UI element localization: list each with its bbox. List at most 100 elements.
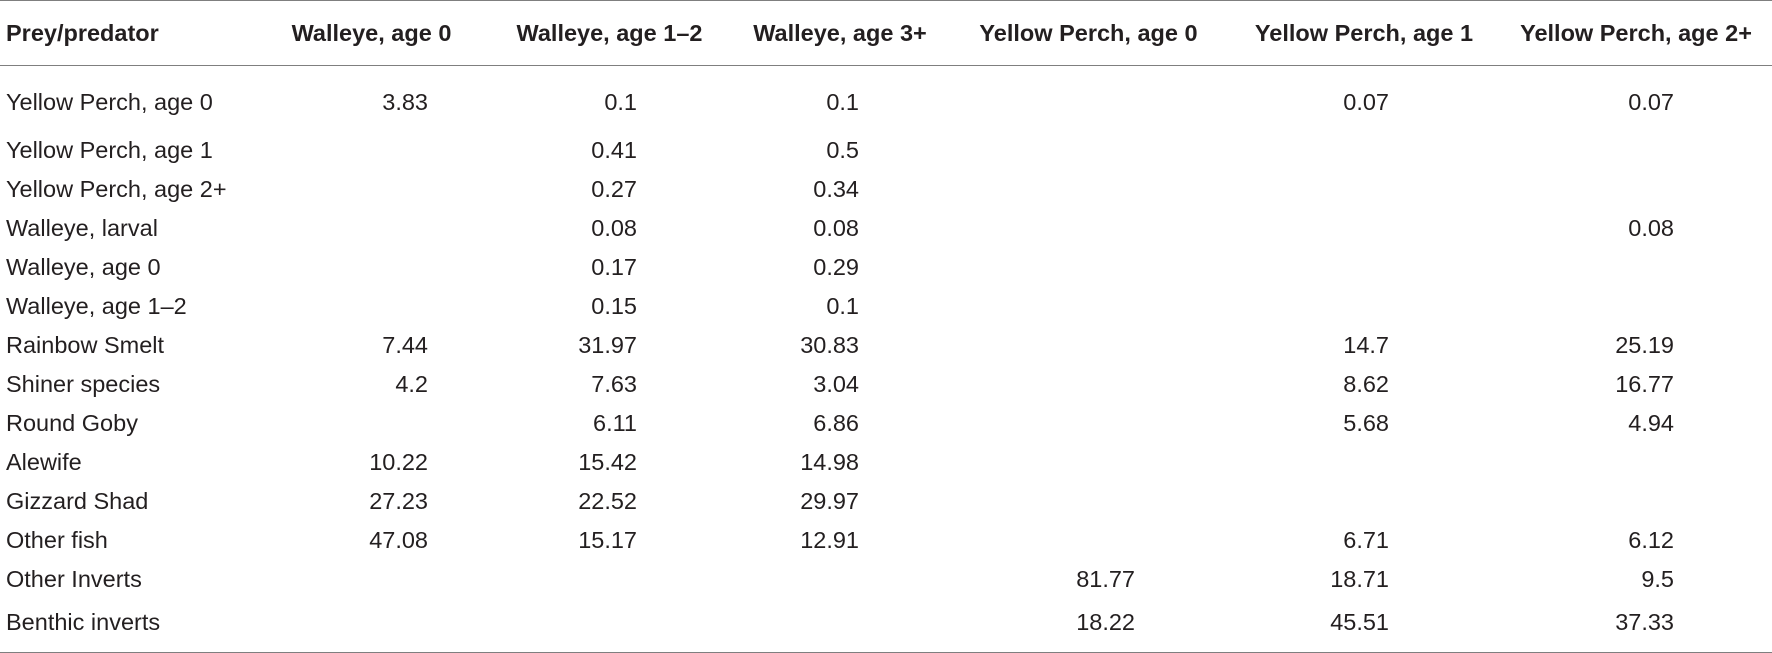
table-cell (1228, 248, 1500, 287)
table-cell (1228, 443, 1500, 482)
row-label: Shiner species (6, 371, 161, 397)
table-cell: 0.07 (1343, 89, 1389, 115)
table-cell (255, 599, 488, 653)
table-cell: 81.77 (1076, 566, 1135, 592)
table-cell (949, 326, 1228, 365)
table-cell: 6.12 (1628, 527, 1674, 553)
table-cell (255, 248, 488, 287)
table-cell (1500, 482, 1772, 521)
table-cell: 12.91 (800, 527, 859, 553)
row-label: Walleye, age 0 (6, 254, 161, 280)
table-cell (949, 209, 1228, 248)
table-cell: 27.23 (369, 488, 428, 514)
table-row: Alewife 10.22 15.42 14.98 (0, 443, 1772, 482)
row-label: Yellow Perch, age 1 (6, 137, 213, 163)
table-cell: 45.51 (1228, 599, 1500, 653)
table-cell (1228, 482, 1500, 521)
row-label: Rainbow Smelt (6, 332, 165, 358)
table-cell: 15.42 (578, 449, 637, 475)
table-cell: 37.33 (1500, 599, 1772, 653)
table-row: Walleye, age 1–2 0.15 0.1 (0, 287, 1772, 326)
table-cell (1228, 131, 1500, 170)
table-row: Rainbow Smelt 7.44 31.97 30.83 14.7 25.1… (0, 326, 1772, 365)
table-cell: 6.86 (813, 410, 859, 436)
table-cell: 14.7 (1343, 332, 1389, 358)
table-cell: 0.07 (1628, 89, 1674, 115)
table-cell: 16.77 (1615, 371, 1674, 397)
table-cell: 0.1 (604, 89, 637, 115)
row-label: Yellow Perch, age 2+ (6, 176, 227, 202)
row-label: Other fish (6, 527, 108, 553)
table-cell: 3.83 (382, 89, 428, 115)
header-row: Prey/predator Walleye, age 0 Walleye, ag… (0, 0, 1772, 66)
table-cell (949, 404, 1228, 443)
table-cell (949, 131, 1228, 170)
table-row: Other fish 47.08 15.17 12.91 6.71 6.12 (0, 521, 1772, 560)
table-row: Shiner species 4.2 7.63 3.04 8.62 16.77 (0, 365, 1772, 404)
table-cell: 10.22 (369, 449, 428, 475)
table-cell: 15.17 (578, 527, 637, 553)
column-header-yellow-perch-age-0: Yellow Perch, age 0 (949, 0, 1228, 66)
table-cell: 0.29 (813, 254, 859, 280)
table-cell: 7.63 (591, 371, 637, 397)
table-cell: 18.22 (949, 599, 1228, 653)
table-cell: 9.5 (1641, 566, 1674, 592)
table-body: Yellow Perch, age 0 3.83 0.1 0.1 0.07 0.… (0, 66, 1772, 653)
table-cell: 8.62 (1343, 371, 1389, 397)
table-cell (255, 209, 488, 248)
table-cell: 0.08 (591, 215, 637, 241)
table-cell (255, 131, 488, 170)
table-cell (1228, 170, 1500, 209)
table-row: Yellow Perch, age 2+ 0.27 0.34 (0, 170, 1772, 209)
table-cell (949, 66, 1228, 132)
column-header-yellow-perch-age-2-plus: Yellow Perch, age 2+ (1500, 0, 1772, 66)
table-cell (1228, 287, 1500, 326)
table-cell (1228, 209, 1500, 248)
table-cell (1500, 170, 1772, 209)
row-label: Yellow Perch, age 0 (6, 89, 213, 115)
row-label: Gizzard Shad (6, 488, 149, 514)
table-row: Gizzard Shad 27.23 22.52 29.97 (0, 482, 1772, 521)
table-cell: 25.19 (1615, 332, 1674, 358)
table-row: Other Inverts 81.77 18.71 9.5 (0, 560, 1772, 599)
table-cell: 47.08 (369, 527, 428, 553)
table-cell: 0.27 (591, 176, 637, 202)
table-cell (255, 404, 488, 443)
column-header-yellow-perch-age-1: Yellow Perch, age 1 (1228, 0, 1500, 66)
table-cell (949, 482, 1228, 521)
table-cell: 29.97 (800, 488, 859, 514)
table-cell: 6.11 (593, 410, 637, 436)
table-row: Yellow Perch, age 0 3.83 0.1 0.1 0.07 0.… (0, 66, 1772, 132)
table-cell: 22.52 (578, 488, 637, 514)
table-row: Walleye, larval 0.08 0.08 0.08 (0, 209, 1772, 248)
table-row: Walleye, age 0 0.17 0.29 (0, 248, 1772, 287)
table-cell: 4.2 (395, 371, 428, 397)
table-cell (255, 170, 488, 209)
table-cell: 14.98 (800, 449, 859, 475)
table-cell (949, 521, 1228, 560)
table-cell: 31.97 (578, 332, 637, 358)
table-cell: 18.71 (1330, 566, 1389, 592)
table-cell: 0.1 (826, 89, 859, 115)
row-label: Other Inverts (6, 566, 142, 592)
table-cell: 4.94 (1628, 410, 1674, 436)
table-row: Yellow Perch, age 1 0.41 0.5 (0, 131, 1772, 170)
table-cell: 0.34 (813, 176, 859, 202)
table-cell (488, 560, 731, 599)
table-row: Benthic inverts 18.22 45.51 37.33 (0, 599, 1772, 653)
row-label: Alewife (6, 449, 82, 475)
table-cell: 6.71 (1343, 527, 1389, 553)
table-cell: 5.68 (1343, 410, 1389, 436)
table-cell: 0.1 (826, 293, 859, 319)
table-cell (255, 287, 488, 326)
table-cell (949, 287, 1228, 326)
table-cell: 0.17 (591, 254, 637, 280)
table-cell: 0.5 (826, 137, 859, 163)
table-cell (731, 560, 949, 599)
table-row: Round Goby 6.11 6.86 5.68 4.94 (0, 404, 1772, 443)
table-cell (488, 599, 731, 653)
row-label: Walleye, larval (6, 215, 158, 241)
column-header-prey-predator: Prey/predator (0, 0, 255, 66)
